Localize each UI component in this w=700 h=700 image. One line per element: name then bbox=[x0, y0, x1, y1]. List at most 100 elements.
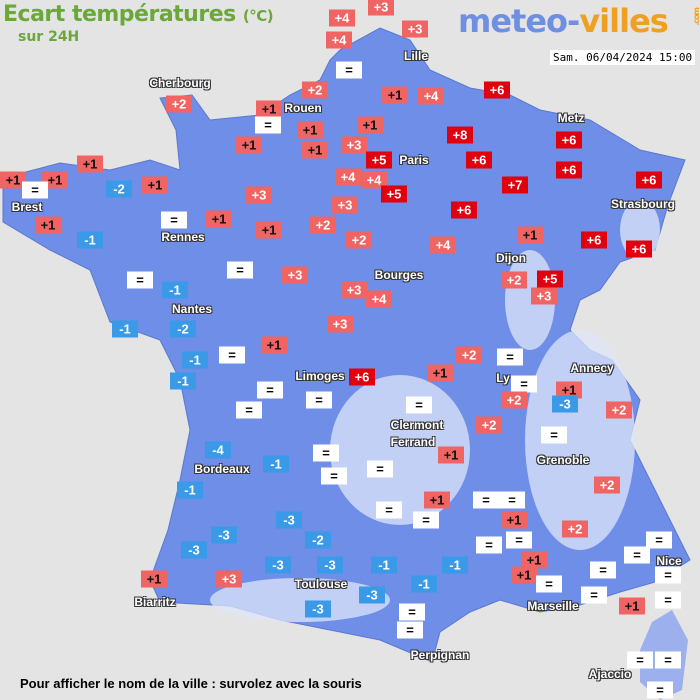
temperature-deviation-label[interactable]: = bbox=[647, 681, 673, 699]
city-name[interactable]: Perpignan bbox=[410, 648, 470, 662]
temperature-deviation-label[interactable]: +1 bbox=[424, 491, 450, 509]
temperature-deviation-label[interactable]: -1 bbox=[77, 231, 103, 249]
temperature-deviation-label[interactable]: = bbox=[413, 511, 439, 529]
temperature-deviation-label[interactable]: = bbox=[541, 426, 567, 444]
temperature-deviation-label[interactable]: +4 bbox=[361, 171, 387, 189]
temperature-deviation-label[interactable]: +6 bbox=[626, 240, 652, 258]
temperature-deviation-label[interactable]: +1 bbox=[619, 597, 645, 615]
temperature-deviation-label[interactable]: +3 bbox=[327, 315, 353, 333]
city-name[interactable]: Bourges bbox=[374, 268, 424, 282]
city-name[interactable]: Cherbourg bbox=[149, 76, 211, 90]
temperature-deviation-label[interactable]: = bbox=[257, 381, 283, 399]
temperature-deviation-label[interactable]: = bbox=[536, 575, 562, 593]
temperature-deviation-label[interactable]: = bbox=[306, 391, 332, 409]
temperature-deviation-label[interactable]: = bbox=[655, 651, 681, 669]
temperature-deviation-label[interactable]: = bbox=[646, 531, 672, 549]
city-name[interactable]: Brest bbox=[11, 200, 43, 214]
temperature-deviation-label[interactable]: +5 bbox=[537, 270, 563, 288]
temperature-deviation-label[interactable]: +7 bbox=[502, 176, 528, 194]
temperature-deviation-label[interactable]: -3 bbox=[276, 511, 302, 529]
temperature-deviation-label[interactable]: +6 bbox=[466, 151, 492, 169]
city-name[interactable]: Toulouse bbox=[294, 577, 348, 591]
temperature-deviation-label[interactable]: = bbox=[227, 261, 253, 279]
temperature-deviation-label[interactable]: +1 bbox=[427, 364, 453, 382]
temperature-deviation-label[interactable]: = bbox=[399, 603, 425, 621]
city-name[interactable]: Biarritz bbox=[134, 595, 176, 609]
temperature-deviation-label[interactable]: +6 bbox=[349, 368, 375, 386]
temperature-deviation-label[interactable]: +2 bbox=[302, 81, 328, 99]
temperature-deviation-label[interactable]: +3 bbox=[368, 0, 394, 16]
temperature-deviation-label[interactable]: +1 bbox=[256, 100, 282, 118]
temperature-deviation-label[interactable]: = bbox=[313, 444, 339, 462]
city-name[interactable]: Rennes bbox=[161, 230, 205, 244]
city-name[interactable]: Annecy bbox=[570, 361, 614, 375]
temperature-deviation-label[interactable]: = bbox=[506, 531, 532, 549]
temperature-deviation-label[interactable]: +1 bbox=[501, 511, 527, 529]
temperature-deviation-label[interactable]: = bbox=[581, 586, 607, 604]
temperature-deviation-label[interactable]: = bbox=[161, 211, 187, 229]
temperature-deviation-label[interactable]: = bbox=[499, 491, 525, 509]
temperature-deviation-label[interactable]: -3 bbox=[181, 541, 207, 559]
temperature-deviation-label[interactable]: -1 bbox=[177, 481, 203, 499]
temperature-deviation-label[interactable]: = bbox=[624, 546, 650, 564]
logo[interactable]: meteo-villes .com bbox=[458, 2, 700, 40]
temperature-deviation-label[interactable]: +1 bbox=[35, 216, 61, 234]
temperature-deviation-label[interactable]: = bbox=[336, 61, 362, 79]
temperature-deviation-label[interactable]: +1 bbox=[141, 570, 167, 588]
temperature-deviation-label[interactable]: +1 bbox=[517, 226, 543, 244]
city-name[interactable]: Lille bbox=[403, 49, 429, 63]
temperature-deviation-label[interactable]: +1 bbox=[382, 86, 408, 104]
temperature-deviation-label[interactable]: = bbox=[236, 401, 262, 419]
temperature-deviation-label[interactable]: +1 bbox=[357, 116, 383, 134]
temperature-deviation-label[interactable]: +1 bbox=[511, 566, 537, 584]
temperature-deviation-label[interactable]: -2 bbox=[305, 531, 331, 549]
city-name[interactable]: Dijon bbox=[496, 251, 526, 265]
temperature-deviation-label[interactable]: +1 bbox=[438, 446, 464, 464]
temperature-deviation-label[interactable]: +2 bbox=[501, 391, 527, 409]
temperature-deviation-label[interactable]: +3 bbox=[531, 287, 557, 305]
temperature-deviation-label[interactable]: -1 bbox=[170, 372, 196, 390]
temperature-deviation-label[interactable]: = bbox=[367, 460, 393, 478]
temperature-deviation-label[interactable]: +1 bbox=[521, 551, 547, 569]
temperature-deviation-label[interactable]: +1 bbox=[206, 210, 232, 228]
temperature-deviation-label[interactable]: +4 bbox=[418, 87, 444, 105]
temperature-deviation-label[interactable]: +6 bbox=[451, 201, 477, 219]
city-name[interactable]: Ly bbox=[496, 371, 510, 385]
temperature-deviation-label[interactable]: = bbox=[376, 501, 402, 519]
temperature-deviation-label[interactable]: = bbox=[219, 346, 245, 364]
temperature-deviation-label[interactable]: -1 bbox=[112, 320, 138, 338]
temperature-deviation-label[interactable]: +3 bbox=[341, 136, 367, 154]
temperature-deviation-label[interactable]: = bbox=[406, 396, 432, 414]
temperature-deviation-label[interactable]: +1 bbox=[256, 221, 282, 239]
temperature-deviation-label[interactable]: +3 bbox=[341, 281, 367, 299]
temperature-deviation-label[interactable]: = bbox=[655, 566, 681, 584]
city-name[interactable]: Clermont bbox=[390, 418, 444, 432]
temperature-deviation-label[interactable]: +6 bbox=[556, 131, 582, 149]
temperature-deviation-label[interactable]: -1 bbox=[263, 455, 289, 473]
temperature-deviation-label[interactable]: +2 bbox=[166, 95, 192, 113]
temperature-deviation-label[interactable]: = bbox=[255, 116, 281, 134]
temperature-deviation-label[interactable]: +6 bbox=[636, 171, 662, 189]
temperature-deviation-label[interactable]: = bbox=[511, 375, 537, 393]
city-name[interactable]: Limoges bbox=[295, 369, 345, 383]
temperature-deviation-label[interactable]: +6 bbox=[556, 161, 582, 179]
temperature-deviation-label[interactable]: -3 bbox=[211, 526, 237, 544]
temperature-deviation-label[interactable]: -1 bbox=[442, 556, 468, 574]
temperature-deviation-label[interactable]: = bbox=[627, 651, 653, 669]
temperature-deviation-label[interactable]: -3 bbox=[552, 395, 578, 413]
city-name[interactable]: Paris bbox=[399, 153, 429, 167]
city-name[interactable]: Nice bbox=[656, 554, 682, 568]
city-name[interactable]: Grenoble bbox=[536, 453, 590, 467]
temperature-deviation-label[interactable]: -3 bbox=[317, 556, 343, 574]
temperature-deviation-label[interactable]: +1 bbox=[42, 171, 68, 189]
city-name[interactable]: Nantes bbox=[171, 302, 213, 316]
temperature-deviation-label[interactable]: -2 bbox=[170, 320, 196, 338]
temperature-deviation-label[interactable]: +3 bbox=[332, 196, 358, 214]
temperature-deviation-label[interactable]: +1 bbox=[297, 121, 323, 139]
temperature-deviation-label[interactable]: = bbox=[655, 591, 681, 609]
city-name[interactable]: Ajaccio bbox=[588, 667, 632, 681]
temperature-deviation-label[interactable]: +4 bbox=[335, 168, 361, 186]
temperature-deviation-label[interactable]: +1 bbox=[236, 136, 262, 154]
temperature-deviation-label[interactable]: +2 bbox=[562, 520, 588, 538]
temperature-deviation-label[interactable]: = bbox=[590, 561, 616, 579]
